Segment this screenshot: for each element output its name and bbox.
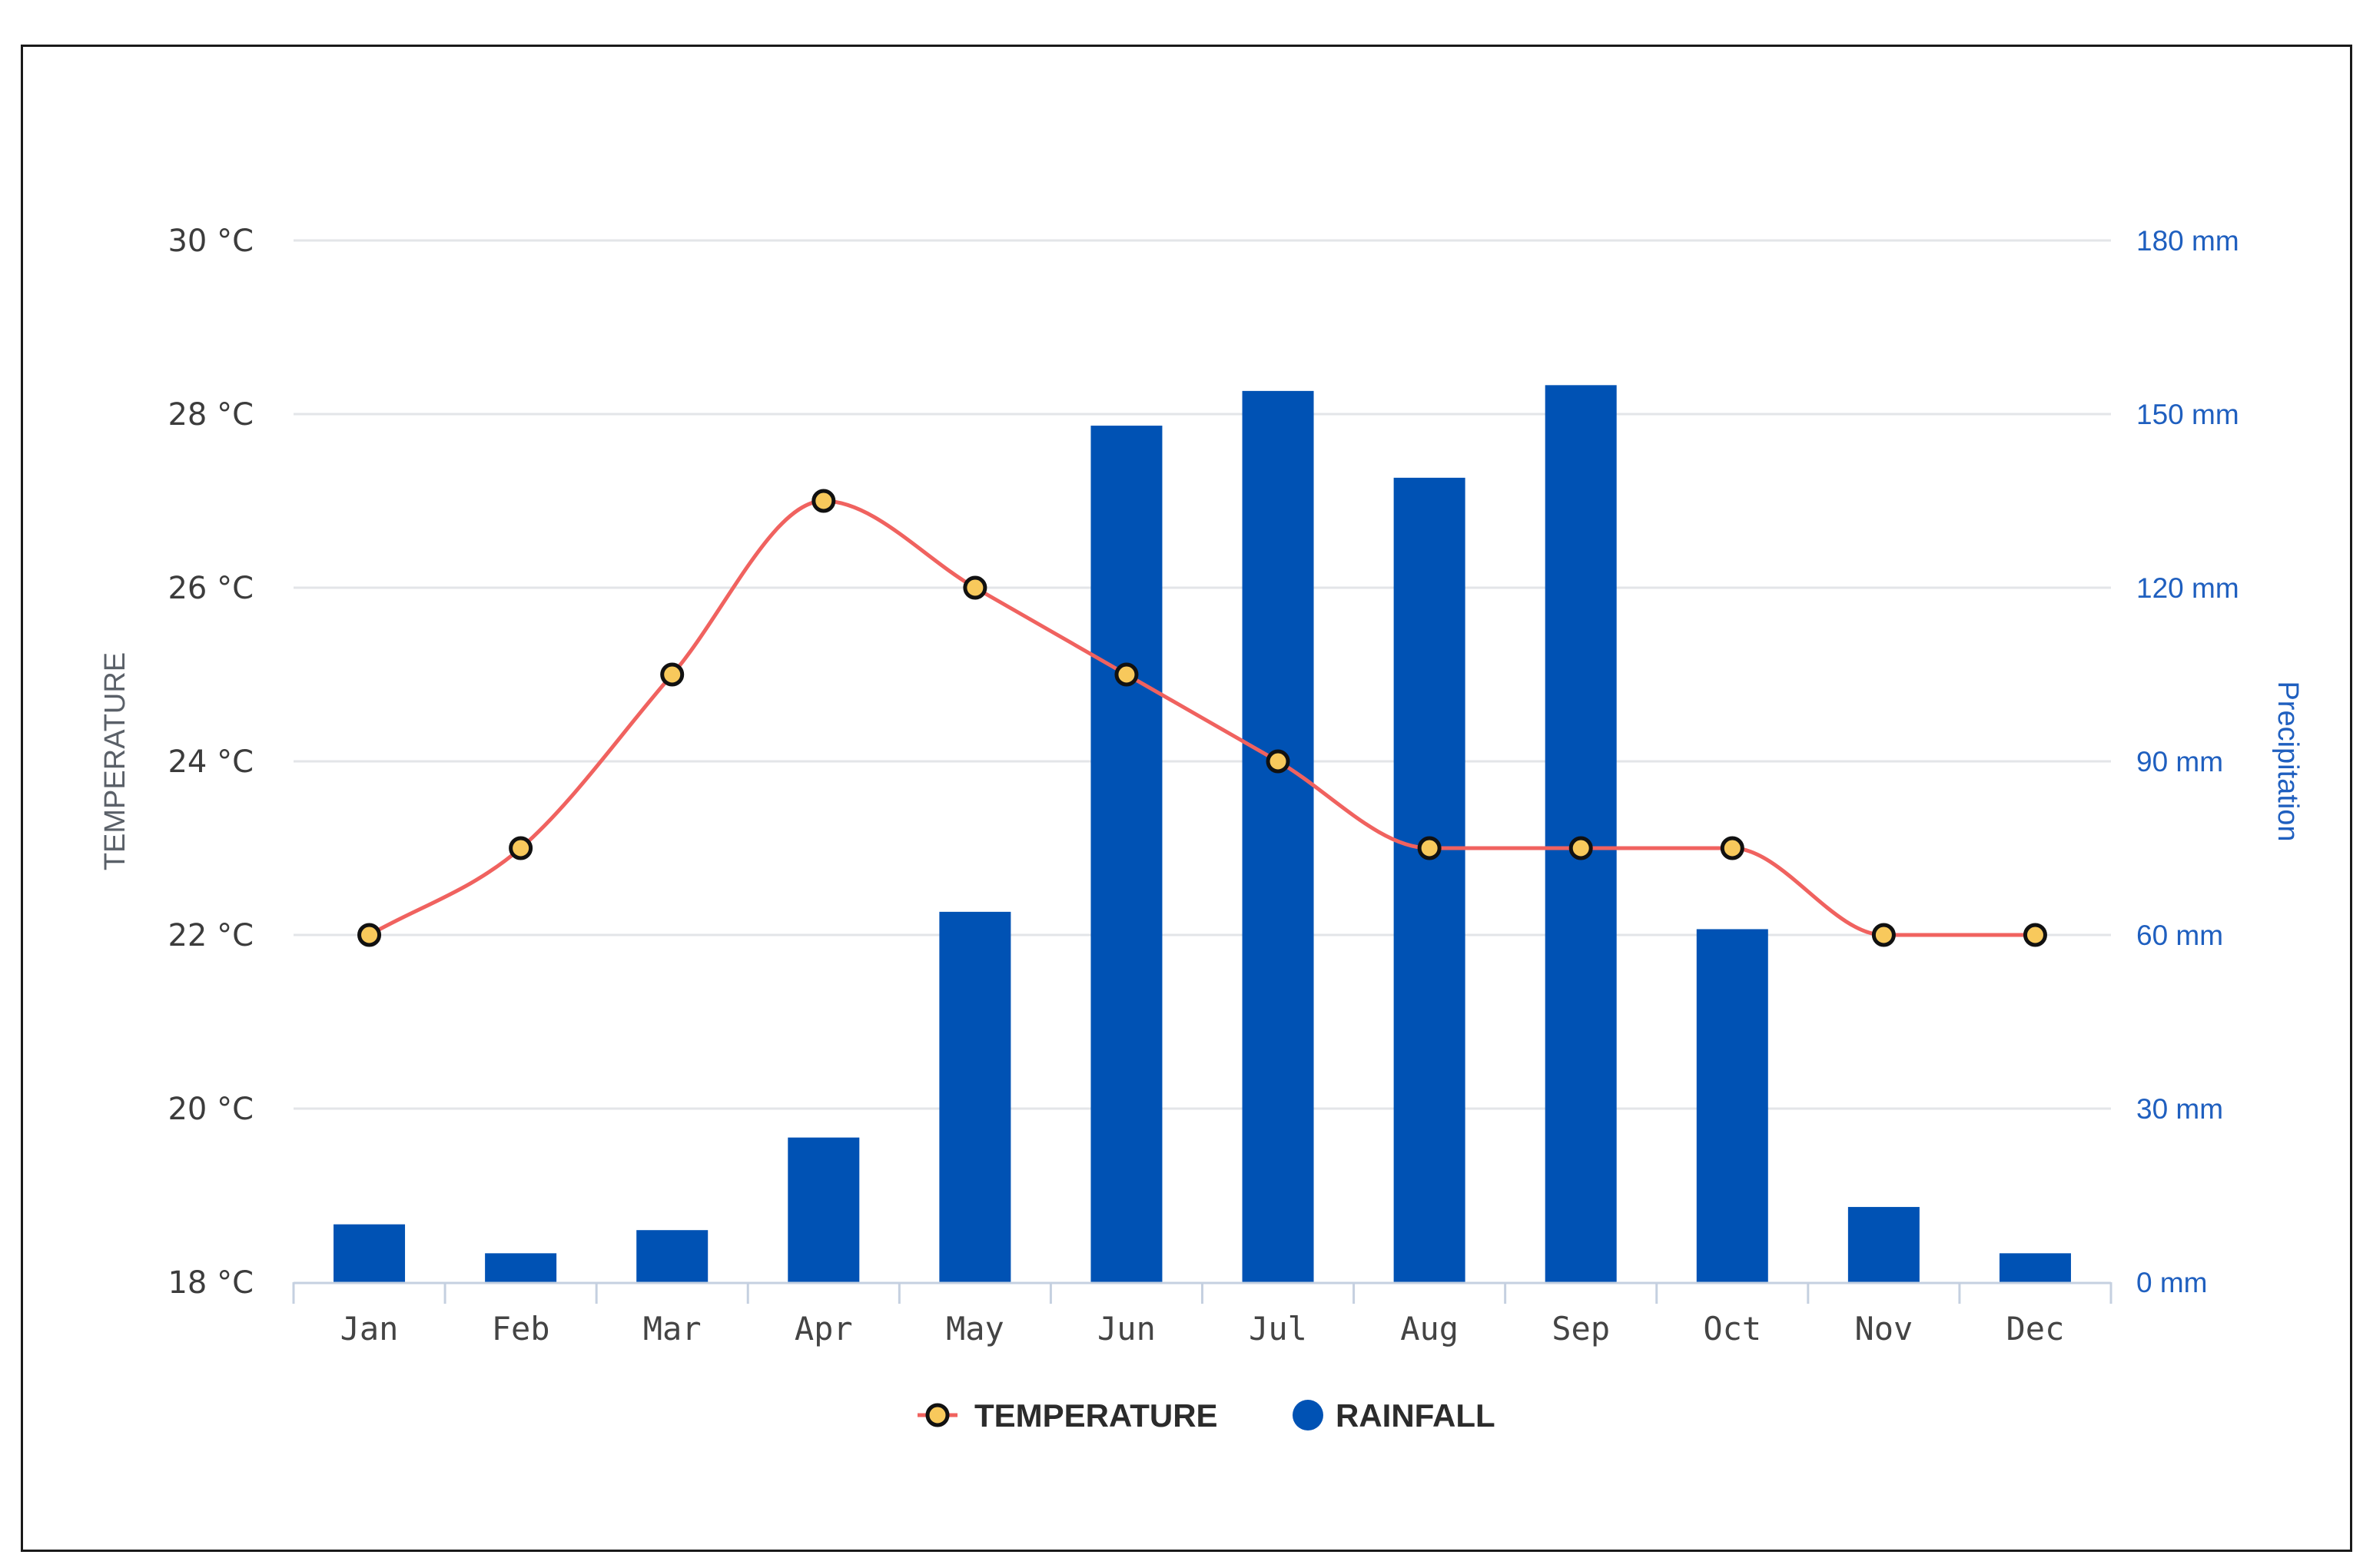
y-axis-right: 0 mm 30 mm 60 mm 90 mm 120 mm 150 mm 180 mm xyxy=(2136,225,2239,1298)
grid-lines xyxy=(294,239,2111,1110)
y-right-tick-label: 150 mm xyxy=(2136,399,2239,430)
x-tick-label: Dec xyxy=(2006,1310,2065,1348)
y-left-tick-label: 18 °C xyxy=(168,1265,254,1301)
temperature-point xyxy=(2023,923,2047,947)
legend: TEMPERATURE RAINFALL xyxy=(918,1397,1495,1434)
temperature-point xyxy=(660,662,685,687)
temperature-markers xyxy=(357,489,2047,947)
x-tick-label: Oct xyxy=(1703,1310,1761,1348)
rainfall-bar xyxy=(1545,385,1617,1282)
y-left-tick-label: 22 °C xyxy=(168,918,254,953)
y-axis-left-title: TEMPERATURE xyxy=(99,652,131,870)
x-tick-label: May xyxy=(946,1310,1004,1348)
temperature-point xyxy=(1266,749,1290,774)
y-left-tick-label: 26 °C xyxy=(168,571,254,606)
temperature-point xyxy=(1720,836,1744,860)
x-tick-label: Sep xyxy=(1552,1310,1610,1348)
temperature-point xyxy=(963,575,987,600)
x-tick-label: Apr xyxy=(795,1310,853,1348)
rainfall-bar xyxy=(1090,426,1163,1282)
y-right-tick-label: 90 mm xyxy=(2136,746,2223,777)
legend-temperature-marker xyxy=(925,1403,950,1427)
x-tick-label: Nov xyxy=(1854,1310,1913,1348)
rainfall-bar xyxy=(788,1137,860,1282)
rainfall-bar xyxy=(334,1224,406,1282)
legend-rainfall-label: RAINFALL xyxy=(1336,1397,1495,1434)
y-left-tick-label: 24 °C xyxy=(168,744,254,780)
legend-item-rainfall[interactable]: RAINFALL xyxy=(1293,1397,1495,1434)
x-tick-label: Feb xyxy=(492,1310,550,1348)
climate-chart: Jan Feb Mar Apr May Jun Jul Aug Sep Oct Nov Dec 18 … xyxy=(99,224,2304,1434)
rainfall-bars xyxy=(334,385,2071,1282)
y-left-tick-label: 28 °C xyxy=(168,397,254,433)
y-right-tick-label: 60 mm xyxy=(2136,920,2223,951)
y-left-tick-label: 30 °C xyxy=(168,224,254,259)
temperature-point xyxy=(1871,923,1896,947)
x-axis: Jan Feb Mar Apr May Jun Jul Aug Sep Oct Nov Dec xyxy=(292,1281,2112,1348)
chart-frame: Jan Feb Mar Apr May Jun Jul Aug Sep Oct Nov Dec 18 … xyxy=(21,45,2352,1552)
x-tick-label: Mar xyxy=(643,1310,702,1348)
y-right-tick-label: 0 mm xyxy=(2136,1267,2208,1298)
x-tick-label: Jul xyxy=(1249,1310,1307,1348)
temperature-point xyxy=(1417,836,1442,860)
y-right-tick-label: 30 mm xyxy=(2136,1093,2223,1125)
temperature-point xyxy=(1568,836,1593,860)
legend-item-temperature[interactable]: TEMPERATURE xyxy=(918,1397,1218,1434)
y-left-tick-label: 20 °C xyxy=(168,1092,254,1127)
temperature-point xyxy=(509,836,533,860)
rainfall-bar xyxy=(1847,1207,1920,1282)
legend-rainfall-marker xyxy=(1293,1400,1323,1430)
rainfall-bar xyxy=(1999,1253,2071,1282)
temperature-curve xyxy=(368,499,2036,937)
rainfall-bar xyxy=(939,911,1011,1282)
rainfall-bar xyxy=(485,1253,557,1282)
x-tick-label: Jan xyxy=(340,1310,399,1348)
rainfall-bar xyxy=(636,1230,709,1282)
y-axis-right-title: Precipitation xyxy=(2272,681,2304,841)
rainfall-bar xyxy=(1393,477,1465,1282)
temperature-point xyxy=(811,489,836,513)
temperature-point xyxy=(1114,662,1139,687)
rainfall-bar xyxy=(1696,929,1768,1282)
x-tick-label: Jun xyxy=(1097,1310,1156,1348)
temperature-point xyxy=(357,923,382,947)
x-tick-label: Aug xyxy=(1400,1310,1459,1348)
y-right-tick-label: 180 mm xyxy=(2136,225,2239,257)
legend-temperature-label: TEMPERATURE xyxy=(974,1397,1218,1434)
y-right-tick-label: 120 mm xyxy=(2136,572,2239,604)
y-axis-left: 18 °C 20 °C 22 °C 24 °C 26 °C 28 °C 30 °C xyxy=(168,224,254,1301)
rainfall-bar xyxy=(1242,390,1314,1282)
temperature-line xyxy=(368,499,2036,937)
